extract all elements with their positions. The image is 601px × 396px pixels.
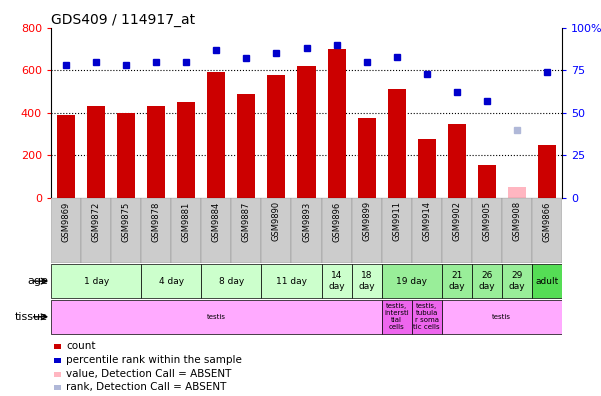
Bar: [418, 139, 436, 198]
Text: testis: testis: [207, 314, 226, 320]
Bar: [388, 89, 406, 198]
Text: GSM9908: GSM9908: [513, 201, 521, 242]
Bar: [448, 124, 466, 198]
Text: GSM9896: GSM9896: [332, 201, 341, 242]
FancyBboxPatch shape: [261, 264, 322, 298]
FancyBboxPatch shape: [532, 198, 562, 263]
FancyBboxPatch shape: [442, 300, 562, 334]
FancyBboxPatch shape: [442, 198, 472, 263]
FancyBboxPatch shape: [322, 198, 352, 263]
Text: testis: testis: [492, 314, 511, 320]
Bar: [538, 145, 556, 198]
Bar: [267, 74, 285, 198]
Bar: [117, 113, 135, 198]
Text: GSM9884: GSM9884: [212, 201, 221, 242]
FancyBboxPatch shape: [532, 264, 562, 298]
FancyBboxPatch shape: [51, 198, 562, 263]
Bar: [478, 165, 496, 198]
Text: 8 day: 8 day: [219, 277, 244, 286]
Text: GSM9875: GSM9875: [122, 201, 130, 242]
Bar: [207, 72, 225, 198]
Bar: [508, 187, 526, 198]
Bar: [147, 107, 165, 198]
FancyBboxPatch shape: [382, 198, 412, 263]
Bar: [177, 102, 195, 198]
FancyBboxPatch shape: [141, 198, 171, 263]
FancyBboxPatch shape: [472, 198, 502, 263]
Text: adult: adult: [535, 277, 558, 286]
Text: GSM9893: GSM9893: [302, 201, 311, 242]
Text: 21
day: 21 day: [448, 272, 465, 291]
Bar: [358, 118, 376, 198]
Text: 18
day: 18 day: [358, 272, 375, 291]
Bar: [87, 107, 105, 198]
FancyBboxPatch shape: [51, 300, 382, 334]
FancyBboxPatch shape: [352, 198, 382, 263]
FancyBboxPatch shape: [412, 198, 442, 263]
Text: GSM9887: GSM9887: [242, 201, 251, 242]
FancyBboxPatch shape: [81, 198, 111, 263]
FancyBboxPatch shape: [291, 198, 322, 263]
Bar: [237, 94, 255, 198]
Text: count: count: [66, 341, 96, 351]
Text: GDS409 / 114917_at: GDS409 / 114917_at: [51, 13, 195, 27]
Text: GSM9872: GSM9872: [92, 201, 100, 242]
FancyBboxPatch shape: [322, 264, 352, 298]
FancyBboxPatch shape: [51, 198, 81, 263]
FancyBboxPatch shape: [442, 264, 472, 298]
Text: 19 day: 19 day: [396, 277, 427, 286]
FancyBboxPatch shape: [382, 264, 442, 298]
Text: testis,
intersti
tial
cells: testis, intersti tial cells: [384, 303, 409, 330]
Text: 14
day: 14 day: [328, 272, 345, 291]
Text: GSM9869: GSM9869: [62, 201, 70, 242]
FancyBboxPatch shape: [261, 198, 291, 263]
FancyBboxPatch shape: [502, 264, 532, 298]
FancyBboxPatch shape: [382, 300, 412, 334]
Text: value, Detection Call = ABSENT: value, Detection Call = ABSENT: [66, 369, 231, 379]
Text: tissue: tissue: [15, 312, 48, 322]
Text: GSM9911: GSM9911: [392, 201, 401, 241]
Text: age: age: [27, 276, 48, 286]
Bar: [297, 66, 316, 198]
FancyBboxPatch shape: [472, 264, 502, 298]
Text: 29
day: 29 day: [508, 272, 525, 291]
Text: testis,
tubula
r soma
tic cells: testis, tubula r soma tic cells: [413, 303, 440, 330]
Text: GSM9905: GSM9905: [483, 201, 491, 241]
Text: GSM9878: GSM9878: [152, 201, 160, 242]
Text: GSM9899: GSM9899: [362, 201, 371, 242]
FancyBboxPatch shape: [352, 264, 382, 298]
Text: GSM9914: GSM9914: [423, 201, 431, 241]
Bar: [57, 115, 75, 198]
Text: 1 day: 1 day: [84, 277, 109, 286]
Text: 11 day: 11 day: [276, 277, 307, 286]
FancyBboxPatch shape: [171, 198, 201, 263]
Text: 26
day: 26 day: [478, 272, 495, 291]
Bar: [328, 49, 346, 198]
Text: GSM9881: GSM9881: [182, 201, 191, 242]
FancyBboxPatch shape: [201, 198, 231, 263]
FancyBboxPatch shape: [231, 198, 261, 263]
FancyBboxPatch shape: [412, 300, 442, 334]
Text: GSM9890: GSM9890: [272, 201, 281, 242]
FancyBboxPatch shape: [51, 264, 141, 298]
Text: rank, Detection Call = ABSENT: rank, Detection Call = ABSENT: [66, 382, 227, 392]
Text: GSM9902: GSM9902: [453, 201, 461, 241]
FancyBboxPatch shape: [141, 264, 201, 298]
Text: 4 day: 4 day: [159, 277, 184, 286]
Text: percentile rank within the sample: percentile rank within the sample: [66, 355, 242, 365]
FancyBboxPatch shape: [502, 198, 532, 263]
Text: GSM9866: GSM9866: [543, 201, 551, 242]
FancyBboxPatch shape: [111, 198, 141, 263]
FancyBboxPatch shape: [201, 264, 261, 298]
